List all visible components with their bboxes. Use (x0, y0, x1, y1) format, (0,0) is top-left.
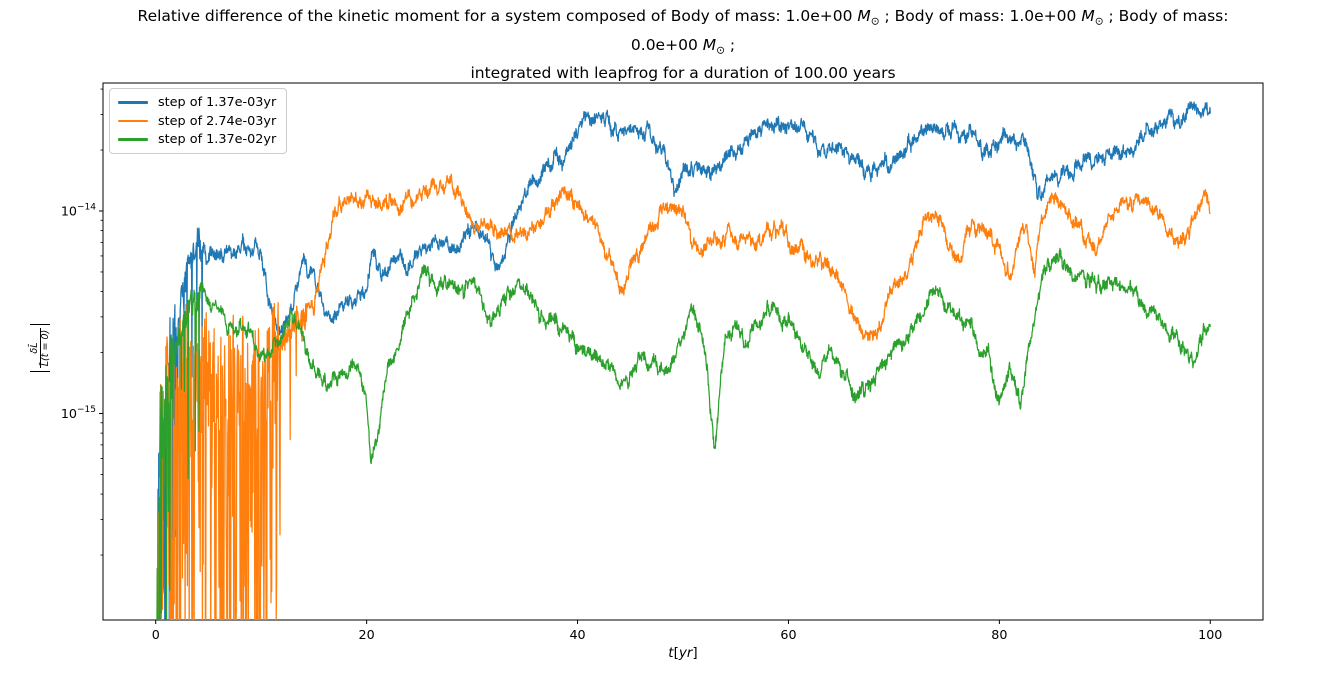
x-axis-label: t[yr] (668, 645, 697, 661)
chart-title-line2: integrated with leapfrog for a duration … (470, 64, 896, 83)
y-label-denominator: L̄(t = 0) (39, 327, 51, 369)
legend-label: step of 2.74e-03yr (158, 113, 277, 129)
legend-line-swatch (118, 138, 148, 141)
chart-title-line1: Relative difference of the kinetic momen… (137, 7, 1229, 57)
abs-bar-left (29, 371, 51, 373)
solar-mass-symbol: M⊙ (857, 7, 880, 28)
svg-text:0: 0 (152, 627, 160, 642)
y-axis-ticks: 10−14 10−15 (61, 203, 103, 421)
legend-line-swatch (118, 119, 148, 123)
legend-label: step of 1.37e-02yr (158, 132, 277, 148)
y-axis-minor-ticks (100, 88, 103, 556)
series-line-1 (157, 173, 1211, 620)
abs-bar-right (29, 323, 51, 325)
x-axis-ticks: 0 20 40 60 80 100 (152, 620, 1222, 642)
legend-item-2: step of 1.37e-02yr (118, 130, 278, 149)
svg-text:10−15: 10−15 (61, 405, 96, 421)
legend-item-0: step of 1.37e-03yr (118, 93, 278, 112)
solar-mass-symbol: M⊙ (702, 35, 725, 57)
svg-text:10−14: 10−14 (61, 203, 96, 219)
svg-text:100: 100 (1198, 627, 1222, 642)
series-line-2 (156, 247, 1211, 620)
chart-title: Relative difference of the kinetic momen… (103, 5, 1263, 85)
svg-text:60: 60 (780, 627, 796, 642)
legend-label: step of 1.37e-03yr (158, 94, 277, 110)
svg-text:20: 20 (359, 627, 375, 642)
y-axis-label: δL̄ L̄(t = 0) (17, 300, 63, 396)
series-line-0 (156, 101, 1211, 620)
y-label-numerator: δL̄ (28, 342, 40, 354)
solar-mass-symbol: M⊙ (1081, 7, 1104, 28)
svg-text:80: 80 (991, 627, 1007, 642)
y-axis-label-fraction: δL̄ L̄(t = 0) (28, 321, 51, 376)
svg-text:40: 40 (569, 627, 585, 642)
legend: step of 1.37e-03yr step of 2.74e-03yr step… (109, 88, 287, 154)
legend-line-swatch (118, 101, 148, 104)
axes-spines (102, 82, 1264, 621)
legend-item-1: step of 2.74e-03yr (118, 112, 278, 131)
